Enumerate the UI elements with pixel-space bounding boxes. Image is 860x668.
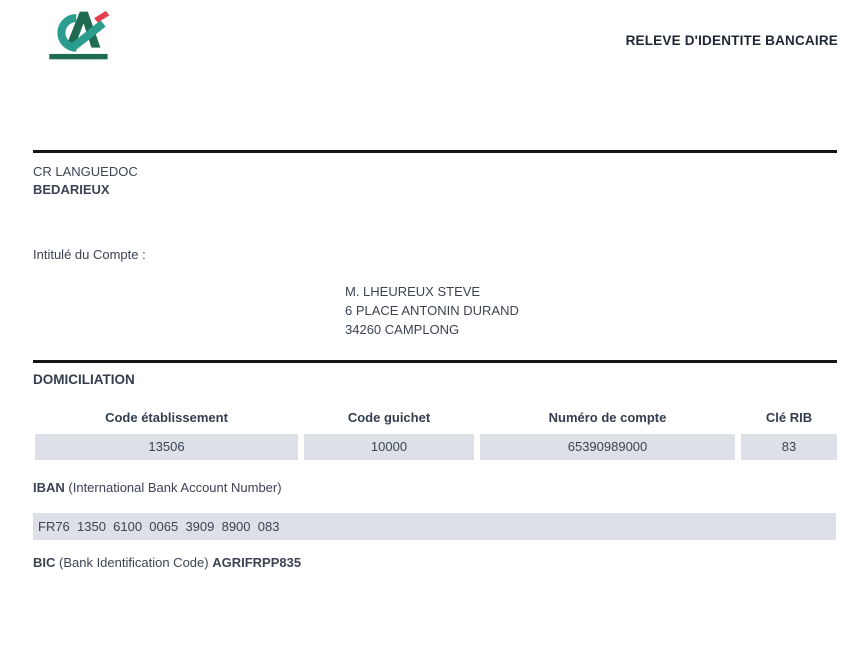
rib-table: Code établissement Code guichet Numéro d… — [35, 410, 837, 460]
rib-value-row: 13506 10000 65390989000 83 — [35, 434, 837, 460]
value-code-guichet: 10000 — [304, 434, 474, 460]
bank-region: CR LANGUEDOC — [33, 164, 138, 179]
column-header-code-guichet: Code guichet — [347, 410, 431, 425]
horizontal-rule-top — [33, 150, 837, 153]
iban-label: IBAN (International Bank Account Number) — [33, 480, 282, 495]
column-header-cle-rib: Clé RIB — [765, 410, 813, 425]
iban-bar: FR76 1350 6100 0065 3909 8900 083 — [33, 513, 836, 540]
bic-label-text: (Bank Identification Code) — [55, 555, 213, 570]
bic-line: BIC (Bank Identification Code) AGRIFRPP8… — [33, 555, 301, 570]
address-line: 6 PLACE ANTONIN DURAND — [345, 303, 519, 318]
iban-value: FR76 1350 6100 0065 3909 8900 083 — [38, 519, 280, 534]
address-line: M. LHEUREUX STEVE — [345, 284, 481, 299]
bic-abbr: BIC — [33, 555, 56, 570]
domiciliation-title: DOMICILIATION — [33, 372, 135, 387]
value-numero-de-compte: 65390989000 — [480, 434, 735, 460]
address-line: 34260 CAMPLONG — [345, 322, 460, 337]
credit-agricole-logo — [49, 10, 110, 60]
bic-value: AGRIFRPP835 — [212, 555, 302, 570]
bank-branch: BEDARIEUX — [33, 182, 110, 197]
bank-block: CR LANGUEDOC BEDARIEUX — [33, 163, 138, 199]
document-title: RELEVE D'IDENTITE BANCAIRE — [625, 33, 838, 48]
value-code-etablissement: 13506 — [35, 434, 298, 460]
account-holder-address: M. LHEUREUX STEVE 6 PLACE ANTONIN DURAND… — [345, 282, 519, 339]
column-header-code-etablissement: Code établissement — [105, 410, 228, 425]
account-holder-label: Intitulé du Compte : — [33, 247, 146, 262]
iban-abbr: IBAN — [33, 480, 65, 495]
horizontal-rule-domiciliation — [33, 360, 837, 363]
value-cle-rib: 83 — [741, 434, 837, 460]
iban-label-text: (International Bank Account Number) — [64, 480, 282, 495]
rib-header-row: Code établissement Code guichet Numéro d… — [35, 410, 837, 425]
column-header-numero-de-compte: Numéro de compte — [548, 410, 667, 425]
